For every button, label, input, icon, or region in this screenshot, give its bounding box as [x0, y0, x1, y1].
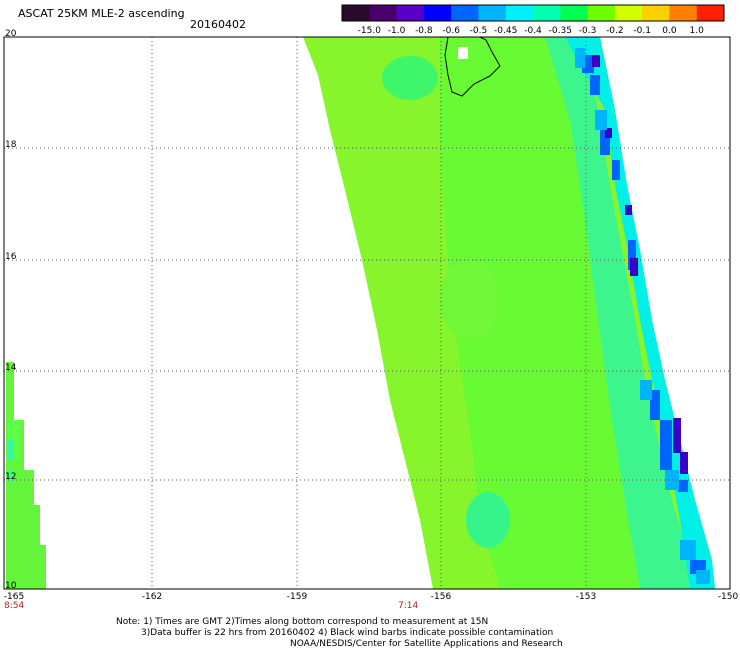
color-swatch [614, 5, 643, 21]
color-swatch [423, 5, 452, 21]
latitude-label: 16 [5, 252, 17, 262]
color-swatch [587, 5, 616, 21]
longitude-label: -165 [3, 592, 25, 602]
longitude-label: -150 [717, 592, 739, 602]
longitude-label: -162 [141, 592, 163, 602]
color-swatch [478, 5, 507, 21]
color-swatch [560, 5, 589, 21]
note-line-2: 3)Data buffer is 22 hrs from 20160402 4)… [141, 628, 554, 638]
color-scale-label: -0.6 [442, 26, 460, 36]
color-swatch [396, 5, 425, 21]
main-swath [303, 37, 715, 589]
color-swatch [533, 5, 561, 21]
longitude-label: -156 [430, 592, 452, 602]
note-line-1: Note: 1) Times are GMT 2)Times along bot… [116, 617, 489, 627]
color-scale-label: -0.1 [633, 26, 651, 36]
color-scale-label: -0.3 [578, 26, 597, 36]
time-label-center: 7:14 [398, 601, 419, 611]
longitude-label: -153 [575, 592, 597, 602]
color-scale-label: -0.4 [524, 26, 542, 36]
color-scale-swatches [342, 5, 725, 21]
color-swatch [369, 5, 398, 21]
time-label-left: 8:54 [4, 601, 25, 611]
color-scale-label: -15.0 [357, 26, 381, 36]
latitude-label: 20 [5, 29, 17, 39]
note-line-3: NOAA/NESDIS/Center for Satellite Applica… [290, 639, 563, 649]
island-outline [444, 36, 501, 97]
color-scale-label: -0.2 [606, 26, 624, 36]
color-swatch [642, 5, 670, 21]
latitude-label: 18 [5, 140, 17, 150]
color-swatch [505, 5, 534, 21]
color-swatch [696, 5, 725, 21]
color-swatch [342, 5, 370, 21]
color-scale-label: 1.0 [689, 26, 704, 36]
color-swatch [669, 5, 698, 21]
color-swatch [451, 5, 479, 21]
color-scale-label: -0.35 [548, 26, 572, 36]
product-title: ASCAT 25KM MLE-2 ascending [18, 7, 185, 20]
color-scale-label: -0.8 [415, 26, 433, 36]
product-date: 20160402 [190, 18, 246, 31]
longitude-label: -159 [286, 592, 308, 602]
latitude-label: 12 [5, 472, 17, 482]
color-scale-label: -1.0 [387, 26, 406, 36]
latitude-label: 10 [5, 581, 17, 591]
latitude-label: 14 [5, 363, 17, 373]
color-scale-label: -0.5 [469, 26, 488, 36]
color-scale-label: -0.45 [494, 26, 518, 36]
left-swath [6, 362, 46, 589]
color-scale-label: 0.0 [662, 26, 677, 36]
